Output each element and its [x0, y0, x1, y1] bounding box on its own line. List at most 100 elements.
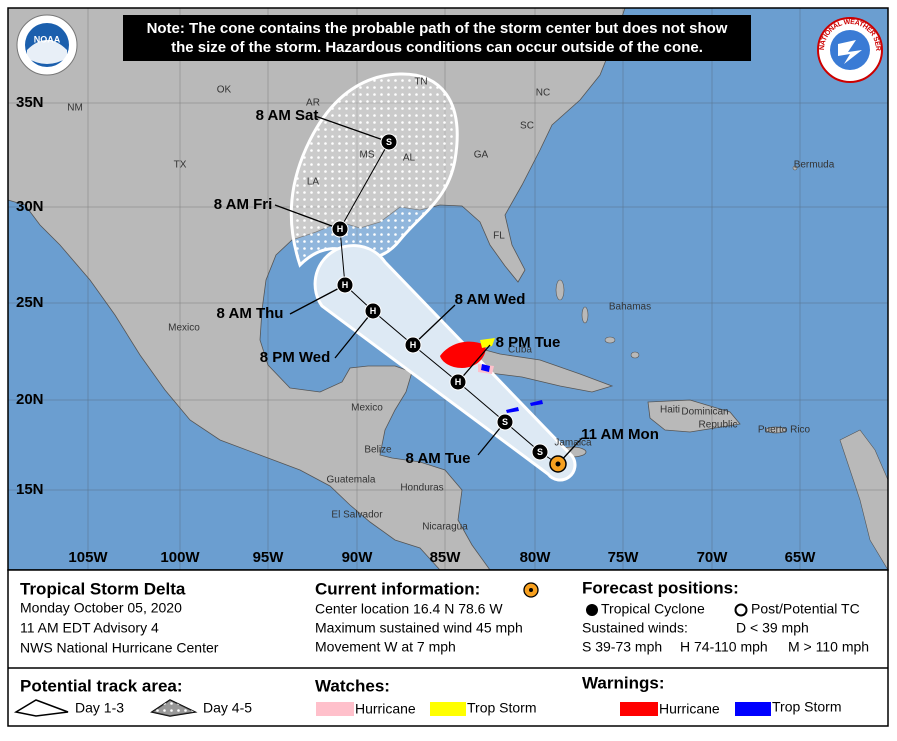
storm-name: Tropical Storm Delta — [20, 579, 186, 598]
forecast-label: 8 AM Tue — [405, 450, 470, 467]
nws-logo-inner — [830, 30, 870, 70]
place-label: Dominican — [681, 407, 728, 418]
noaa-logo-text: NOAA — [34, 34, 61, 44]
longitude-label: 95W — [253, 549, 285, 566]
storm-date: Monday October 05, 2020 — [20, 600, 182, 616]
place-label: NC — [536, 88, 550, 99]
longitude-label: 105W — [68, 549, 108, 566]
lesser-antilles — [839, 429, 888, 570]
place-label: AR — [306, 98, 320, 109]
latitude-label: 30N — [16, 198, 44, 215]
north-america — [8, 8, 626, 570]
warnings-title: Warnings: — [582, 673, 664, 692]
latitude-label: 15N — [16, 481, 44, 498]
place-label: Mexico — [351, 403, 383, 414]
longitude-label: 90W — [342, 549, 374, 566]
place-label: El Salvador — [331, 510, 383, 521]
place-label: SC — [520, 121, 534, 132]
bahamas — [555, 165, 798, 359]
track-point — [336, 276, 354, 294]
place-label: Haiti — [660, 405, 680, 416]
place-label: AL — [403, 153, 416, 164]
watch-item: Trop Storm — [467, 700, 537, 716]
track-point-letter: H — [370, 306, 377, 316]
track-point-letter: S — [502, 417, 508, 427]
place-label: MS — [360, 150, 375, 161]
latitude-label: 25N — [16, 294, 44, 311]
day-1-3-icon — [13, 699, 69, 717]
place-label: LA — [307, 177, 320, 188]
post-tc-icon — [734, 603, 748, 617]
winds-title: Sustained winds: — [582, 620, 688, 636]
legend: Tropical Storm Delta Monday October 05, … — [7, 569, 889, 727]
hurricane-warning — [440, 341, 486, 368]
track-point — [449, 373, 467, 391]
storm-source: NWS National Hurricane Center — [20, 640, 219, 656]
place-label: Puerto Rico — [758, 425, 811, 436]
track-point-letter: H — [410, 340, 417, 350]
note-line: the size of the storm. Hazardous conditi… — [171, 39, 703, 56]
note-box — [123, 15, 751, 61]
forecast-item: Post/Potential TC — [751, 601, 860, 617]
longitude-label: 80W — [520, 549, 552, 566]
longitude-label: 100W — [160, 549, 200, 566]
map-labels: 35N 30N 25N 20N 15N 105W 100W 95W 90W 85W 80W 75W 70… — [16, 77, 835, 566]
place-label: Belize — [364, 445, 392, 456]
track-point-letter: S — [386, 137, 392, 147]
storm-watch — [480, 338, 495, 348]
current-title: Current information: — [315, 579, 480, 598]
watches-title: Watches: — [315, 676, 390, 695]
track-point-letter: H — [455, 377, 462, 387]
current-icon-center — [529, 588, 533, 592]
track-area-item: Day 4-5 — [203, 700, 252, 716]
track-point — [331, 220, 349, 238]
storm-warning-swatch — [735, 702, 771, 716]
storm-advisory: 11 AM EDT Advisory 4 — [20, 620, 159, 636]
track-area-item: Day 1-3 — [75, 700, 124, 716]
track-point — [380, 133, 398, 151]
latitude-label: 35N — [16, 94, 44, 111]
tropical-cyclone-icon — [586, 604, 598, 616]
storm-warning — [530, 400, 543, 406]
forecast-label: 8 AM Wed — [455, 291, 526, 308]
track-point — [404, 336, 422, 354]
current-line: Maximum sustained wind 45 mph — [315, 620, 523, 636]
hurricane-watch-swatch — [316, 702, 354, 716]
place-label: GA — [474, 150, 489, 161]
place-label: Nicaragua — [422, 522, 468, 533]
place-label: TX — [174, 160, 187, 171]
legend-frame — [7, 569, 889, 727]
track-point — [531, 443, 549, 461]
track-point-letter: H — [337, 224, 344, 234]
hurricane-warning-swatch — [620, 702, 658, 716]
warning-item: Trop Storm — [772, 699, 842, 715]
wind-class: H 74-110 mph — [680, 639, 768, 655]
place-label: NM — [67, 103, 83, 114]
track-area-title: Potential track area: — [20, 676, 183, 695]
place-label: Honduras — [400, 483, 443, 494]
place-label: OK — [217, 85, 232, 96]
current-position-center — [555, 461, 561, 467]
watch-item: Hurricane — [355, 701, 416, 717]
storm-watch-swatch — [430, 702, 466, 716]
track-point — [364, 302, 382, 320]
latitude-label: 20N — [16, 391, 44, 408]
track-point — [496, 413, 514, 431]
longitude-label: 85W — [430, 549, 462, 566]
place-label: Republic — [699, 420, 738, 431]
track-point-letter: H — [342, 280, 349, 290]
place-label: Bermuda — [794, 160, 835, 171]
wind-class: M > 110 mph — [788, 639, 869, 655]
puerto-rico — [765, 426, 787, 434]
place-label: TN — [414, 77, 427, 88]
forecast-label: 8 PM Wed — [260, 349, 331, 366]
place-label: Cuba — [508, 345, 532, 356]
place-label: FL — [493, 231, 505, 242]
forecast-label: 8 AM Thu — [217, 305, 284, 322]
forecast-label: 8 AM Sat — [256, 107, 319, 124]
wind-class: S 39-73 mph — [582, 639, 662, 655]
leaders — [274, 115, 583, 465]
storm-warning — [506, 407, 519, 413]
